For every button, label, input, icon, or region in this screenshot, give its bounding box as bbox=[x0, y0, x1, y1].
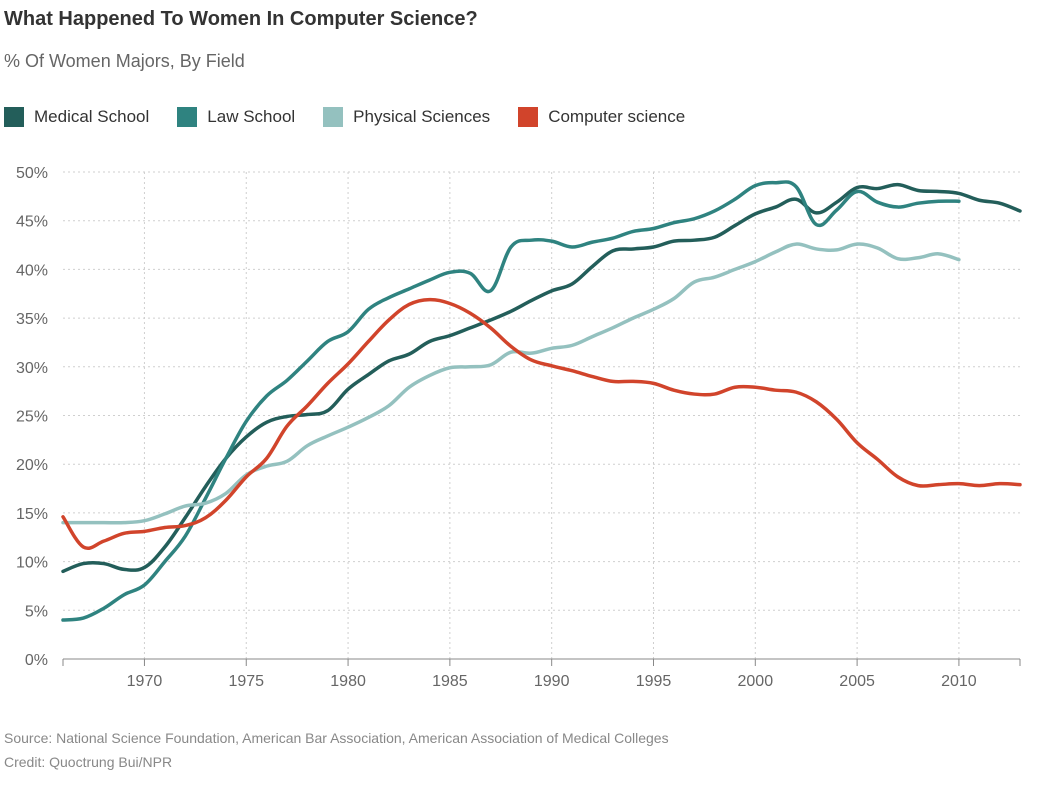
legend-swatch-computer-science bbox=[518, 107, 539, 127]
legend: Medical School Law School Physical Scien… bbox=[4, 107, 713, 127]
series-layer bbox=[61, 180, 1022, 622]
y-tick-label: 5% bbox=[25, 603, 48, 620]
y-tick-label: 30% bbox=[16, 360, 48, 377]
chart-title: What Happened To Women In Computer Scien… bbox=[4, 8, 478, 30]
source-note: Source: National Science Foundation, Ame… bbox=[4, 730, 669, 746]
x-tick-label: 1990 bbox=[534, 673, 570, 690]
x-tick-label: 2000 bbox=[738, 673, 774, 690]
x-tick-label: 1995 bbox=[636, 673, 672, 690]
axes: 0% 5% 10% 15% 20% 25% 30% 35% 40% 45% 50% 1970 1975 1… bbox=[16, 165, 1021, 690]
series-line-computer-science bbox=[61, 297, 1022, 551]
legend-item-medical-school: Medical School bbox=[4, 107, 149, 127]
x-tick-label: 1985 bbox=[432, 673, 468, 690]
y-tick-label: 40% bbox=[16, 262, 48, 279]
legend-label-medical-school: Medical School bbox=[34, 107, 150, 126]
series-line-physical-sciences bbox=[61, 242, 961, 525]
x-tick-label: 2010 bbox=[941, 673, 977, 690]
chart-subtitle: % Of Women Majors, By Field bbox=[4, 51, 245, 71]
y-tick-label: 20% bbox=[16, 457, 48, 474]
legend-label-law-school: Law School bbox=[207, 107, 296, 126]
x-tick-label: 1975 bbox=[228, 673, 264, 690]
series-line-medical-school bbox=[61, 182, 1022, 574]
y-tick-label: 25% bbox=[16, 409, 48, 426]
legend-item-physical-sciences: Physical Sciences bbox=[323, 107, 490, 127]
y-tick-label: 50% bbox=[16, 165, 48, 182]
x-tick-label: 2005 bbox=[839, 673, 875, 690]
legend-swatch-physical-sciences bbox=[323, 107, 344, 127]
legend-label-computer-science: Computer science bbox=[548, 107, 686, 126]
y-tick-label: 15% bbox=[16, 506, 48, 523]
y-tick-label: 45% bbox=[16, 214, 48, 231]
grid bbox=[63, 171, 1020, 659]
y-tick-label: 0% bbox=[25, 652, 48, 669]
credit-note: Credit: Quoctrung Bui/NPR bbox=[4, 754, 173, 770]
legend-label-physical-sciences: Physical Sciences bbox=[353, 107, 491, 126]
legend-swatch-law-school bbox=[177, 107, 198, 127]
legend-item-law-school: Law School bbox=[177, 107, 295, 127]
x-tick-label: 1970 bbox=[127, 673, 163, 690]
series-line-law-school bbox=[61, 180, 961, 622]
y-tick-label: 35% bbox=[16, 311, 48, 328]
legend-swatch-medical-school bbox=[4, 107, 24, 127]
y-tick-label: 10% bbox=[16, 555, 48, 572]
line-chart: 0% 5% 10% 15% 20% 25% 30% 35% 40% 45% 50% 1970 1975 1… bbox=[16, 165, 1022, 690]
x-tick-label: 1980 bbox=[330, 673, 366, 690]
legend-item-computer-science: Computer science bbox=[518, 107, 685, 127]
